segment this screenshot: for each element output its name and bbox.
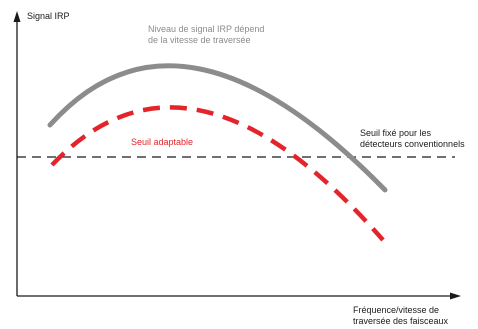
y-axis-label: Signal IRP: [27, 11, 70, 21]
signal-curve-label-line1: Niveau de signal IRP dépend: [148, 24, 265, 34]
signal-curve-label-line2: de la vitesse de traversée: [148, 35, 251, 45]
x-axis-label-line1: Fréquence/vitesse de: [353, 305, 440, 315]
x-axis-label-line2: traversée des faisceaux: [353, 316, 449, 326]
y-axis-arrow-icon: [13, 11, 21, 22]
adaptive-threshold-curve: [50, 105, 385, 242]
x-axis-arrow-icon: [450, 292, 461, 300]
adaptive-threshold-label: Seuil adaptable: [131, 137, 194, 147]
fixed-threshold-label-line2: détecteurs conventionnels: [360, 139, 465, 149]
signal-level-curve: [47, 63, 388, 193]
fixed-threshold-label-line1: Seuil fixé pour les: [360, 128, 432, 138]
